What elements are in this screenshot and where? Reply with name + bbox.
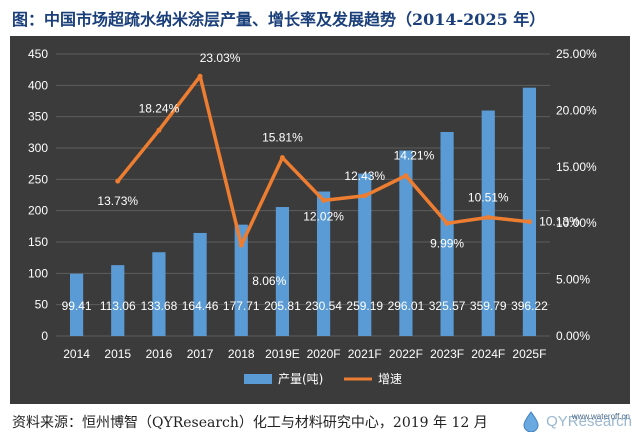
chart-panel: 0 50 100 150 200 250 300 350 400 450 0.00% 5.00% 10.… — [10, 36, 630, 404]
growth-point — [279, 155, 285, 161]
bar — [358, 173, 372, 336]
x-tick-label: 2025F — [512, 347, 546, 361]
y-right-tick-label: 0.00% — [556, 329, 590, 343]
y-left-tick-label: 450 — [28, 47, 48, 61]
line-data-label: 10.51% — [468, 190, 509, 204]
watermark-text: QYResearch — [546, 412, 632, 430]
bar — [275, 207, 290, 336]
line-data-label: 12.43% — [344, 169, 385, 183]
growth-point — [362, 193, 368, 199]
bar-data-label: 164.46 — [182, 299, 219, 313]
line-data-label: 12.02% — [303, 209, 344, 223]
bar — [69, 273, 84, 336]
x-tick-label: 2020F — [307, 347, 341, 361]
y-right-tick-label: 15.00% — [556, 160, 597, 174]
y-right-tick-label: 5.00% — [556, 273, 590, 287]
bar-data-label: 259.19 — [346, 299, 383, 313]
footer-source: 资料来源：恒州博智（QYResearch）化工与材料研究中心，2019 年 12… — [12, 415, 488, 431]
bar — [522, 87, 537, 336]
legend-label-line: 增速 — [378, 372, 402, 386]
x-tick-label: 2019E — [265, 347, 300, 361]
bar — [440, 131, 454, 336]
y-left-tick-label: 250 — [28, 172, 48, 186]
legend-label-bar: 产量(吨) — [278, 372, 323, 386]
line-data-label: 10.13% — [539, 215, 580, 229]
bar — [399, 150, 413, 336]
bar-data-label: 396.22 — [511, 299, 548, 313]
bar — [234, 224, 248, 336]
bar — [111, 265, 125, 336]
y-right-tick-label: 10.00% — [556, 216, 597, 230]
x-tick-label: 2022F — [389, 347, 423, 361]
bar-data-label: 359.79 — [470, 299, 507, 313]
y-right-tick-label: 20.00% — [556, 103, 597, 117]
bar — [316, 191, 331, 336]
bar — [152, 252, 166, 336]
watermark: QYResearch — [520, 404, 632, 438]
x-tick-label: 2018 — [228, 347, 255, 361]
x-tick-label: 2014 — [63, 347, 90, 361]
y-left-tick-label: 100 — [28, 266, 48, 280]
growth-point — [156, 127, 162, 133]
line-data-label: 8.06% — [252, 274, 286, 288]
bar-data-label: 113.06 — [100, 299, 136, 313]
bar-data-label: 99.41 — [62, 299, 92, 313]
y-left-tick-label: 150 — [28, 235, 48, 249]
x-tick-label: 2015 — [104, 347, 131, 361]
bar-data-label: 177.71 — [223, 299, 260, 313]
y-left-tick-label: 0 — [41, 329, 48, 343]
bar-data-label: 133.68 — [141, 299, 178, 313]
y-left-tick-label: 350 — [28, 110, 48, 124]
bar — [193, 232, 207, 336]
line-data-label: 9.99% — [430, 236, 464, 250]
y-right-tick-label: 25.00% — [556, 47, 597, 61]
growth-point — [115, 178, 121, 184]
chart-svg: 0 50 100 150 200 250 300 350 400 450 0.00% 5.00% 10.… — [28, 47, 597, 386]
line-data-label: 18.24% — [139, 101, 180, 115]
x-tick-label: 2023F — [430, 347, 464, 361]
y-left-tick-label: 300 — [28, 141, 48, 155]
x-tick-label: 2024F — [471, 347, 505, 361]
x-tick-label: 2017 — [187, 347, 214, 361]
bar-data-label: 325.57 — [429, 299, 466, 313]
growth-point — [238, 242, 244, 248]
growth-point — [403, 173, 409, 179]
growth-point — [444, 220, 450, 226]
line-data-label: 15.81% — [262, 131, 303, 145]
legend-swatch-bar — [244, 374, 272, 384]
growth-point — [526, 219, 532, 225]
y-left-tick-label: 200 — [28, 204, 48, 218]
y-left-tick-label: 400 — [28, 78, 48, 92]
growth-point — [321, 197, 327, 203]
watermark-url: www.wateroff.cn — [571, 412, 630, 421]
x-tick-label: 2016 — [146, 347, 173, 361]
line-data-label: 13.73% — [97, 194, 138, 208]
growth-point — [197, 73, 203, 79]
page-title: 图：中国市场超疏水纳米涂层产量、增长率及发展趋势（2014-2025 年） — [12, 10, 546, 29]
bar-data-label: 296.01 — [388, 299, 425, 313]
bar — [481, 110, 495, 336]
bar-data-label: 205.81 — [264, 299, 301, 313]
bar-data-label: 230.54 — [305, 299, 342, 313]
line-data-label: 23.03% — [200, 51, 241, 65]
line-data-label: 14.21% — [394, 149, 435, 163]
growth-point — [485, 214, 491, 220]
x-tick-label: 2021F — [348, 347, 382, 361]
y-left-tick-label: 50 — [35, 298, 49, 312]
water-drop-icon — [523, 411, 539, 432]
